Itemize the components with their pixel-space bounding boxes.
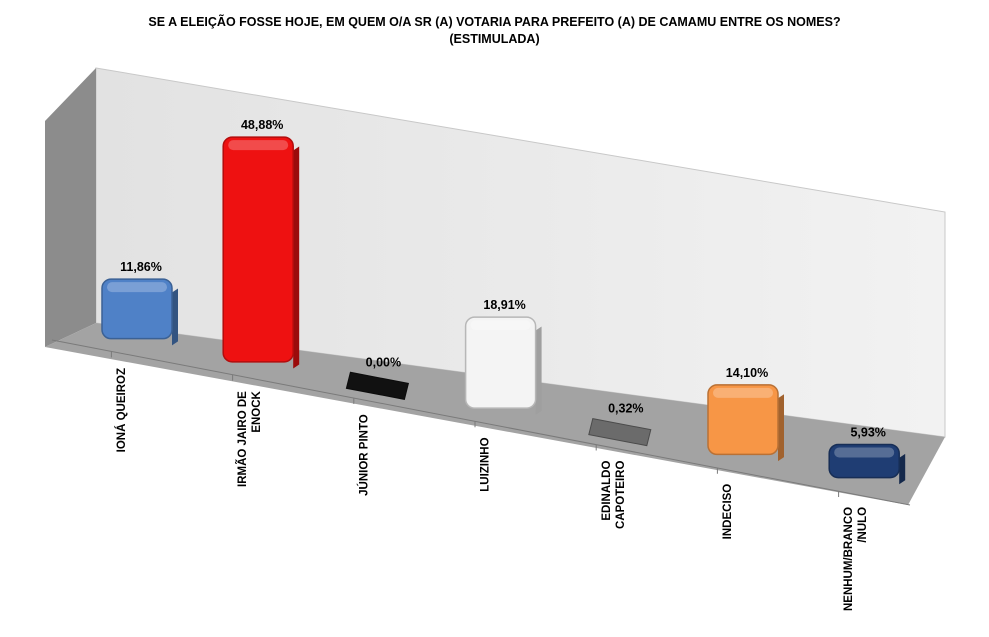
category-label-6-line-1: INDECISO xyxy=(722,484,734,540)
bar-6 xyxy=(707,384,784,462)
value-label-4: 18,91% xyxy=(483,298,525,312)
bar-2 xyxy=(222,136,300,369)
value-label-7: 5,93% xyxy=(850,425,885,439)
category-label-5: EDINALDO CAPOTEIRO xyxy=(601,461,627,529)
bar-3 xyxy=(345,371,410,400)
bar-1-highlight xyxy=(107,282,167,293)
bar-1 xyxy=(101,278,178,346)
chart-title-main: SE A ELEIÇÃO FOSSE HOJE, EM QUEM O/A SR … xyxy=(148,15,841,29)
category-label-4: LUIZINHO xyxy=(480,437,492,491)
bar-4-front xyxy=(464,316,537,409)
bar-1-front xyxy=(101,278,173,340)
chart-title: SE A ELEIÇÃO FOSSE HOJE, EM QUEM O/A SR … xyxy=(0,14,989,48)
bar-6-front xyxy=(707,384,779,456)
bar-7-side xyxy=(899,453,906,485)
bar-7-highlight xyxy=(834,447,895,458)
value-label-1: 11,86% xyxy=(120,260,162,274)
bar-6-side xyxy=(778,394,784,462)
value-label-6: 14,10% xyxy=(726,366,768,380)
bar-1-side xyxy=(172,288,178,346)
value-labels: 11,86% 48,88% 0,00% 18,91% 0,32% 14,10% 5,93% xyxy=(120,118,886,439)
bar-2-side xyxy=(293,146,300,369)
category-label-3: JÚNIOR PINTO xyxy=(357,414,370,496)
category-label-2-line-2: ENOCK xyxy=(251,390,263,432)
value-label-3: 0,00% xyxy=(366,355,401,369)
bar-4-highlight xyxy=(470,320,531,331)
bar-2-highlight xyxy=(228,140,289,151)
bar-2-front xyxy=(222,136,294,363)
side-wall xyxy=(45,68,96,347)
category-label-7-line-2: /NULO xyxy=(857,507,869,543)
x-axis-line xyxy=(51,339,911,506)
x-axis-ticks xyxy=(110,351,840,498)
category-label-4-line-1: LUIZINHO xyxy=(480,437,492,491)
bar-4 xyxy=(464,316,542,415)
bar-series xyxy=(101,136,906,485)
category-label-2: IRMÃO JAIRO DE ENOCK xyxy=(236,390,263,487)
category-label-1: IONÁ QUEIROZ xyxy=(115,368,128,452)
bar-4-side xyxy=(535,326,542,415)
category-label-5-line-1: EDINALDO xyxy=(601,461,613,521)
value-label-5: 0,32% xyxy=(608,402,643,416)
bar-3-tile xyxy=(345,371,410,400)
bar-6-highlight xyxy=(713,387,773,398)
floor xyxy=(45,323,945,505)
value-label-2: 48,88% xyxy=(241,118,283,132)
chart-subtitle: (ESTIMULADA) xyxy=(449,32,540,46)
category-label-5-line-2: CAPOTEIRO xyxy=(615,461,627,529)
bar-5-tile xyxy=(588,418,652,447)
bar-7 xyxy=(828,443,906,485)
bar-5 xyxy=(588,418,652,447)
category-label-3-line-1: JÚNIOR PINTO xyxy=(357,414,370,496)
category-label-1-line-1: IONÁ QUEIROZ xyxy=(115,368,128,452)
category-label-2-line-1: IRMÃO JAIRO DE xyxy=(236,391,249,487)
category-label-7-line-1: NENHUM/BRANCO xyxy=(843,507,855,611)
category-label-7: NENHUM/BRANCO/NULO xyxy=(843,507,869,611)
category-labels: IONÁ QUEIROZ IRMÃO JAIRO DE ENOCK JÚNIOR PI… xyxy=(115,368,869,611)
category-label-6: INDECISO xyxy=(722,484,734,540)
